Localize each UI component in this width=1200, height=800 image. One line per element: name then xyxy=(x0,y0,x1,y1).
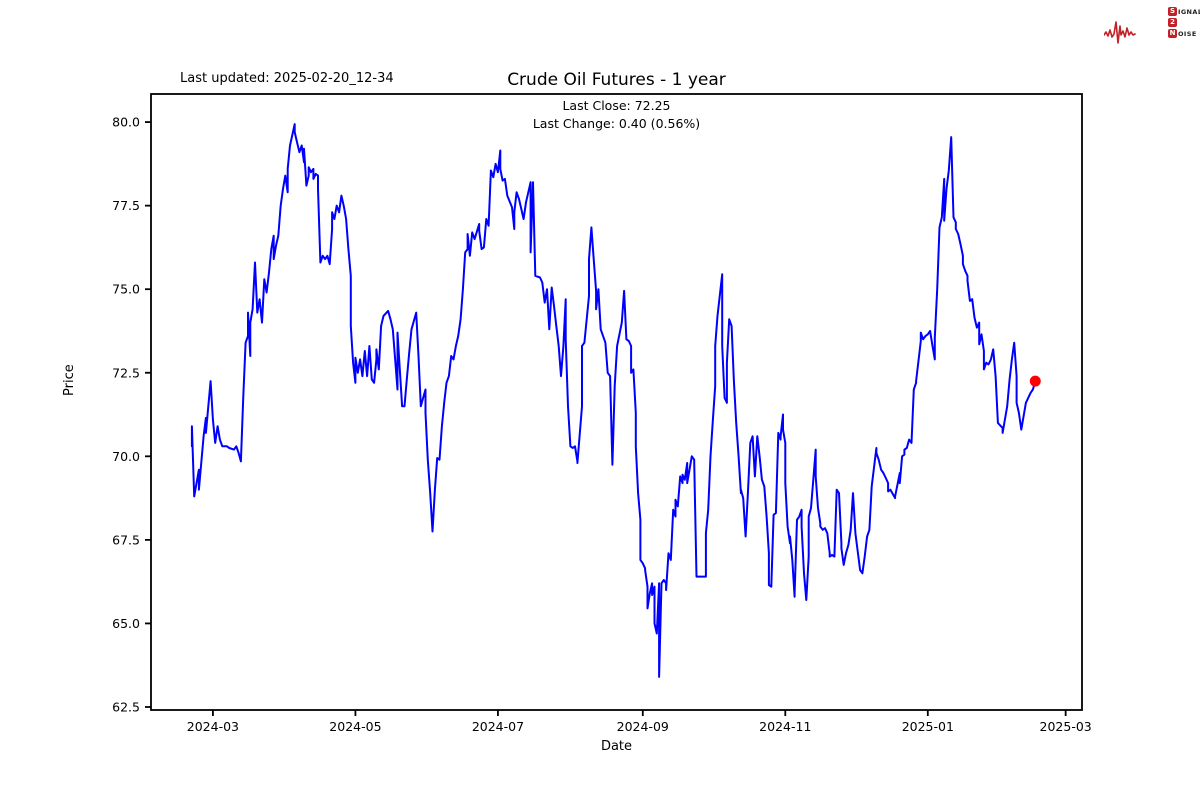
y-tick-label: 62.5 xyxy=(112,699,140,714)
last-close-marker xyxy=(1029,375,1041,387)
x-axis-label: Date xyxy=(600,739,633,754)
plot-border xyxy=(150,93,1083,711)
y-tick-label: 72.5 xyxy=(112,365,140,380)
x-tick-label: 2025-03 xyxy=(1040,719,1092,734)
price-line xyxy=(190,123,1037,678)
x-tick-label: 2024-07 xyxy=(472,719,524,734)
logo-row-noise: N OISE xyxy=(1168,29,1200,38)
logo-text-oise: OISE xyxy=(1178,29,1197,38)
x-tick-label: 2024-05 xyxy=(329,719,381,734)
logo-letterbox-s: S xyxy=(1168,7,1177,16)
y-tick-label: 75.0 xyxy=(112,282,140,297)
logo-row-2: 2 xyxy=(1168,18,1200,27)
y-tick-label: 80.0 xyxy=(112,115,140,130)
x-tick-label: 2024-03 xyxy=(187,719,239,734)
chart-title: Crude Oil Futures - 1 year xyxy=(507,70,726,90)
x-tick-label: 2025-01 xyxy=(902,719,954,734)
x-tick-label: 2024-09 xyxy=(617,719,669,734)
waveform-icon xyxy=(1104,21,1136,44)
logo-wordmark: S IGNAL 2 N OISE xyxy=(1168,7,1200,38)
logo-letterbox-n: N xyxy=(1168,29,1177,38)
last-close-line: Last Close: 72.25 xyxy=(562,98,671,113)
y-tick-label: 65.0 xyxy=(112,616,140,631)
last-close-annotation: Last Close: 72.25 Last Change: 0.40 (0.5… xyxy=(151,97,1082,133)
logo-text-ignal: IGNAL xyxy=(1178,7,1200,16)
y-tick-label: 67.5 xyxy=(112,532,140,547)
brand-logo: S IGNAL 2 N OISE xyxy=(1104,5,1200,47)
logo-row-signal: S IGNAL xyxy=(1168,7,1200,16)
last-updated-text: Last updated: 2025-02-20_12-34 xyxy=(180,71,394,86)
x-tick-label: 2024-11 xyxy=(759,719,811,734)
y-tick-label: 77.5 xyxy=(112,198,140,213)
logo-letterbox-2: 2 xyxy=(1168,18,1177,27)
last-change-line: Last Change: 0.40 (0.56%) xyxy=(532,116,701,131)
y-tick-label: 70.0 xyxy=(112,449,140,464)
